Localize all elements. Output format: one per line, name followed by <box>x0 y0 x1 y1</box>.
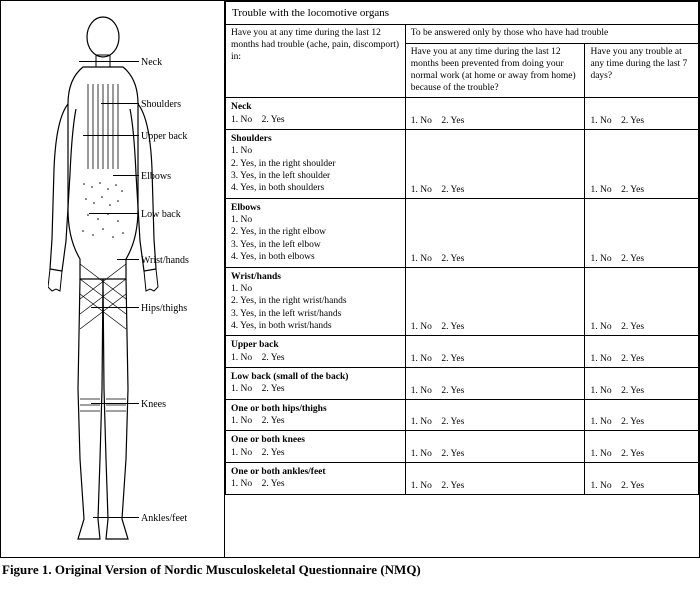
header-row-1: Have you at any time during the last 12 … <box>226 25 699 44</box>
header-col2: Have you at any time during the last 12 … <box>405 43 585 98</box>
answer-col3: 1. No 2. Yes <box>585 367 699 399</box>
leader-line <box>79 61 139 62</box>
option-line: 4. Yes, in both elbows <box>231 251 400 263</box>
questionnaire-table: Trouble with the locomotive organs Have … <box>225 1 699 495</box>
label-ankles-feet: Ankles/feet <box>141 513 187 524</box>
label-hips-thighs: Hips/thighs <box>141 303 187 314</box>
option-line: 1. No <box>231 145 400 157</box>
region-cell: One or both knees1. No 2. Yes <box>226 431 406 463</box>
leader-line <box>91 403 139 404</box>
region-cell: One or both hips/thighs1. No 2. Yes <box>226 399 406 431</box>
region-cell: One or both ankles/feet1. No 2. Yes <box>226 462 406 494</box>
option-line: 1. No 2. Yes <box>231 383 400 395</box>
answer-col3: 1. No 2. Yes <box>585 267 699 336</box>
option-line: 1. No 2. Yes <box>231 114 400 126</box>
option-line: 3. Yes, in the left wrist/hands <box>231 308 400 320</box>
region-name: Low back (small of the back) <box>231 371 400 383</box>
answer-col2: 1. No 2. Yes <box>405 336 585 368</box>
label-shoulders: Shoulders <box>141 99 181 110</box>
answer-col2: 1. No 2. Yes <box>405 98 585 130</box>
answer-col2: 1. No 2. Yes <box>405 198 585 267</box>
option-line: 2. Yes, in the right wrist/hands <box>231 295 400 307</box>
table-row: Low back (small of the back)1. No 2. Yes… <box>226 367 699 399</box>
region-name: Shoulders <box>231 133 400 145</box>
table-row: Upper back1. No 2. Yes1. No 2. Yes1. No … <box>226 336 699 368</box>
questionnaire-table-panel: Trouble with the locomotive organs Have … <box>225 0 700 558</box>
title-row: Trouble with the locomotive organs <box>226 2 699 25</box>
leader-line <box>117 259 139 260</box>
table-row: One or both hips/thighs1. No 2. Yes1. No… <box>226 399 699 431</box>
option-line: 3. Yes, in the left shoulder <box>231 170 400 182</box>
answer-col2: 1. No 2. Yes <box>405 130 585 199</box>
label-low-back: Low back <box>141 209 181 220</box>
region-name: Wrist/hands <box>231 271 400 283</box>
table-row: One or both ankles/feet1. No 2. Yes1. No… <box>226 462 699 494</box>
answer-col2: 1. No 2. Yes <box>405 462 585 494</box>
region-name: One or both hips/thighs <box>231 403 400 415</box>
label-upper-back: Upper back <box>141 131 187 142</box>
option-line: 3. Yes, in the left elbow <box>231 239 400 251</box>
leader-line <box>101 103 139 104</box>
table-row: Shoulders1. No2. Yes, in the right shoul… <box>226 130 699 199</box>
option-line: 1. No 2. Yes <box>231 478 400 490</box>
region-cell: Neck1. No 2. Yes <box>226 98 406 130</box>
table-row: Neck1. No 2. Yes1. No 2. Yes1. No 2. Yes <box>226 98 699 130</box>
option-line: 1. No 2. Yes <box>231 352 400 364</box>
answer-col3: 1. No 2. Yes <box>585 462 699 494</box>
questionnaire-container: Neck Shoulders Upper back Elbows Low bac… <box>0 0 700 558</box>
leader-line <box>89 213 139 214</box>
table-row: One or both knees1. No 2. Yes1. No 2. Ye… <box>226 431 699 463</box>
answer-col2: 1. No 2. Yes <box>405 399 585 431</box>
answer-col2: 1. No 2. Yes <box>405 267 585 336</box>
header-col1: Have you at any time during the last 12 … <box>226 25 406 98</box>
body-figure-svg <box>48 9 178 549</box>
label-neck: Neck <box>141 57 162 68</box>
header-span: To be answered only by those who have ha… <box>405 25 698 44</box>
figure-caption: Figure 1. Original Version of Nordic Mus… <box>0 558 700 578</box>
leader-line <box>113 175 139 176</box>
region-name: Upper back <box>231 339 400 351</box>
leader-line <box>91 307 139 308</box>
option-line: 1. No <box>231 214 400 226</box>
region-name: One or both knees <box>231 434 400 446</box>
region-cell: Wrist/hands1. No2. Yes, in the right wri… <box>226 267 406 336</box>
body-diagram-panel: Neck Shoulders Upper back Elbows Low bac… <box>0 0 225 558</box>
option-line: 1. No 2. Yes <box>231 415 400 427</box>
option-line: 4. Yes, in both wrist/hands <box>231 320 400 332</box>
option-line: 1. No 2. Yes <box>231 447 400 459</box>
header-col3: Have you any trouble at any time during … <box>585 43 699 98</box>
region-cell: Shoulders1. No2. Yes, in the right shoul… <box>226 130 406 199</box>
answer-col3: 1. No 2. Yes <box>585 336 699 368</box>
region-name: Elbows <box>231 202 400 214</box>
region-name: Neck <box>231 101 400 113</box>
option-line: 1. No <box>231 283 400 295</box>
answer-col3: 1. No 2. Yes <box>585 431 699 463</box>
option-line: 2. Yes, in the right elbow <box>231 226 400 238</box>
label-elbows: Elbows <box>141 171 171 182</box>
answer-col2: 1. No 2. Yes <box>405 431 585 463</box>
table-row: Elbows1. No2. Yes, in the right elbow3. … <box>226 198 699 267</box>
answer-col3: 1. No 2. Yes <box>585 98 699 130</box>
answer-col3: 1. No 2. Yes <box>585 399 699 431</box>
leader-line <box>83 135 139 136</box>
label-knees: Knees <box>141 399 166 410</box>
table-title: Trouble with the locomotive organs <box>226 2 699 25</box>
table-row: Wrist/hands1. No2. Yes, in the right wri… <box>226 267 699 336</box>
answer-col3: 1. No 2. Yes <box>585 130 699 199</box>
region-cell: Low back (small of the back)1. No 2. Yes <box>226 367 406 399</box>
option-line: 2. Yes, in the right shoulder <box>231 158 400 170</box>
leader-line <box>93 517 139 518</box>
region-name: One or both ankles/feet <box>231 466 400 478</box>
label-wrist-hands: Wrist/hands <box>141 255 189 266</box>
region-cell: Elbows1. No2. Yes, in the right elbow3. … <box>226 198 406 267</box>
answer-col3: 1. No 2. Yes <box>585 198 699 267</box>
answer-col2: 1. No 2. Yes <box>405 367 585 399</box>
option-line: 4. Yes, in both shoulders <box>231 182 400 194</box>
region-cell: Upper back1. No 2. Yes <box>226 336 406 368</box>
